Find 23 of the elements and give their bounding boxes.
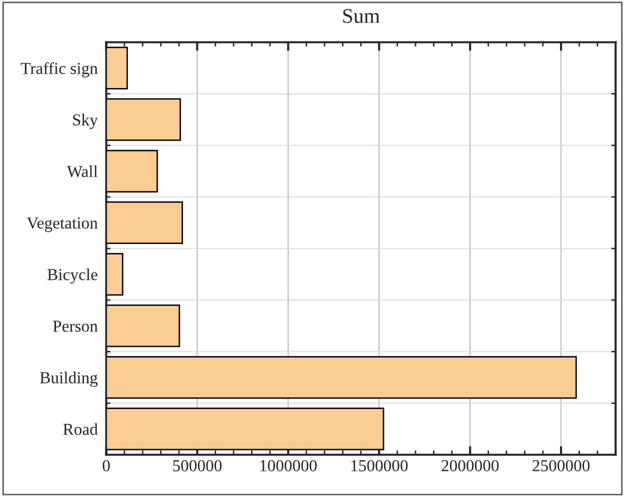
- bar: [106, 408, 384, 450]
- y-tick-label: Sky: [73, 114, 98, 129]
- y-tick-label: Person: [53, 320, 98, 332]
- x-tick-label: 2000000: [442, 460, 499, 472]
- x-tick-label: 2500000: [532, 460, 590, 472]
- x-tick-label: 0: [102, 460, 110, 472]
- y-tick-label: Traffic sign: [20, 62, 98, 78]
- y-tick-label: Road: [63, 423, 98, 435]
- chart-title: Sum: [343, 9, 380, 24]
- x-tick-label: 1000000: [260, 460, 317, 472]
- y-tick-label: Building: [40, 372, 98, 387]
- y-tick-label: Bicycle: [47, 268, 98, 284]
- bar: [106, 252, 124, 296]
- bar: [106, 46, 128, 90]
- y-tick-label: Vegetation: [26, 217, 98, 232]
- bar: [106, 98, 181, 141]
- bar: [106, 201, 183, 244]
- x-tick-label: 500000: [173, 460, 222, 472]
- bar: [106, 356, 577, 399]
- x-tick-label: 1500000: [351, 460, 408, 472]
- bar: [106, 304, 180, 348]
- bar: [106, 150, 158, 192]
- y-tick-label: Wall: [66, 165, 98, 178]
